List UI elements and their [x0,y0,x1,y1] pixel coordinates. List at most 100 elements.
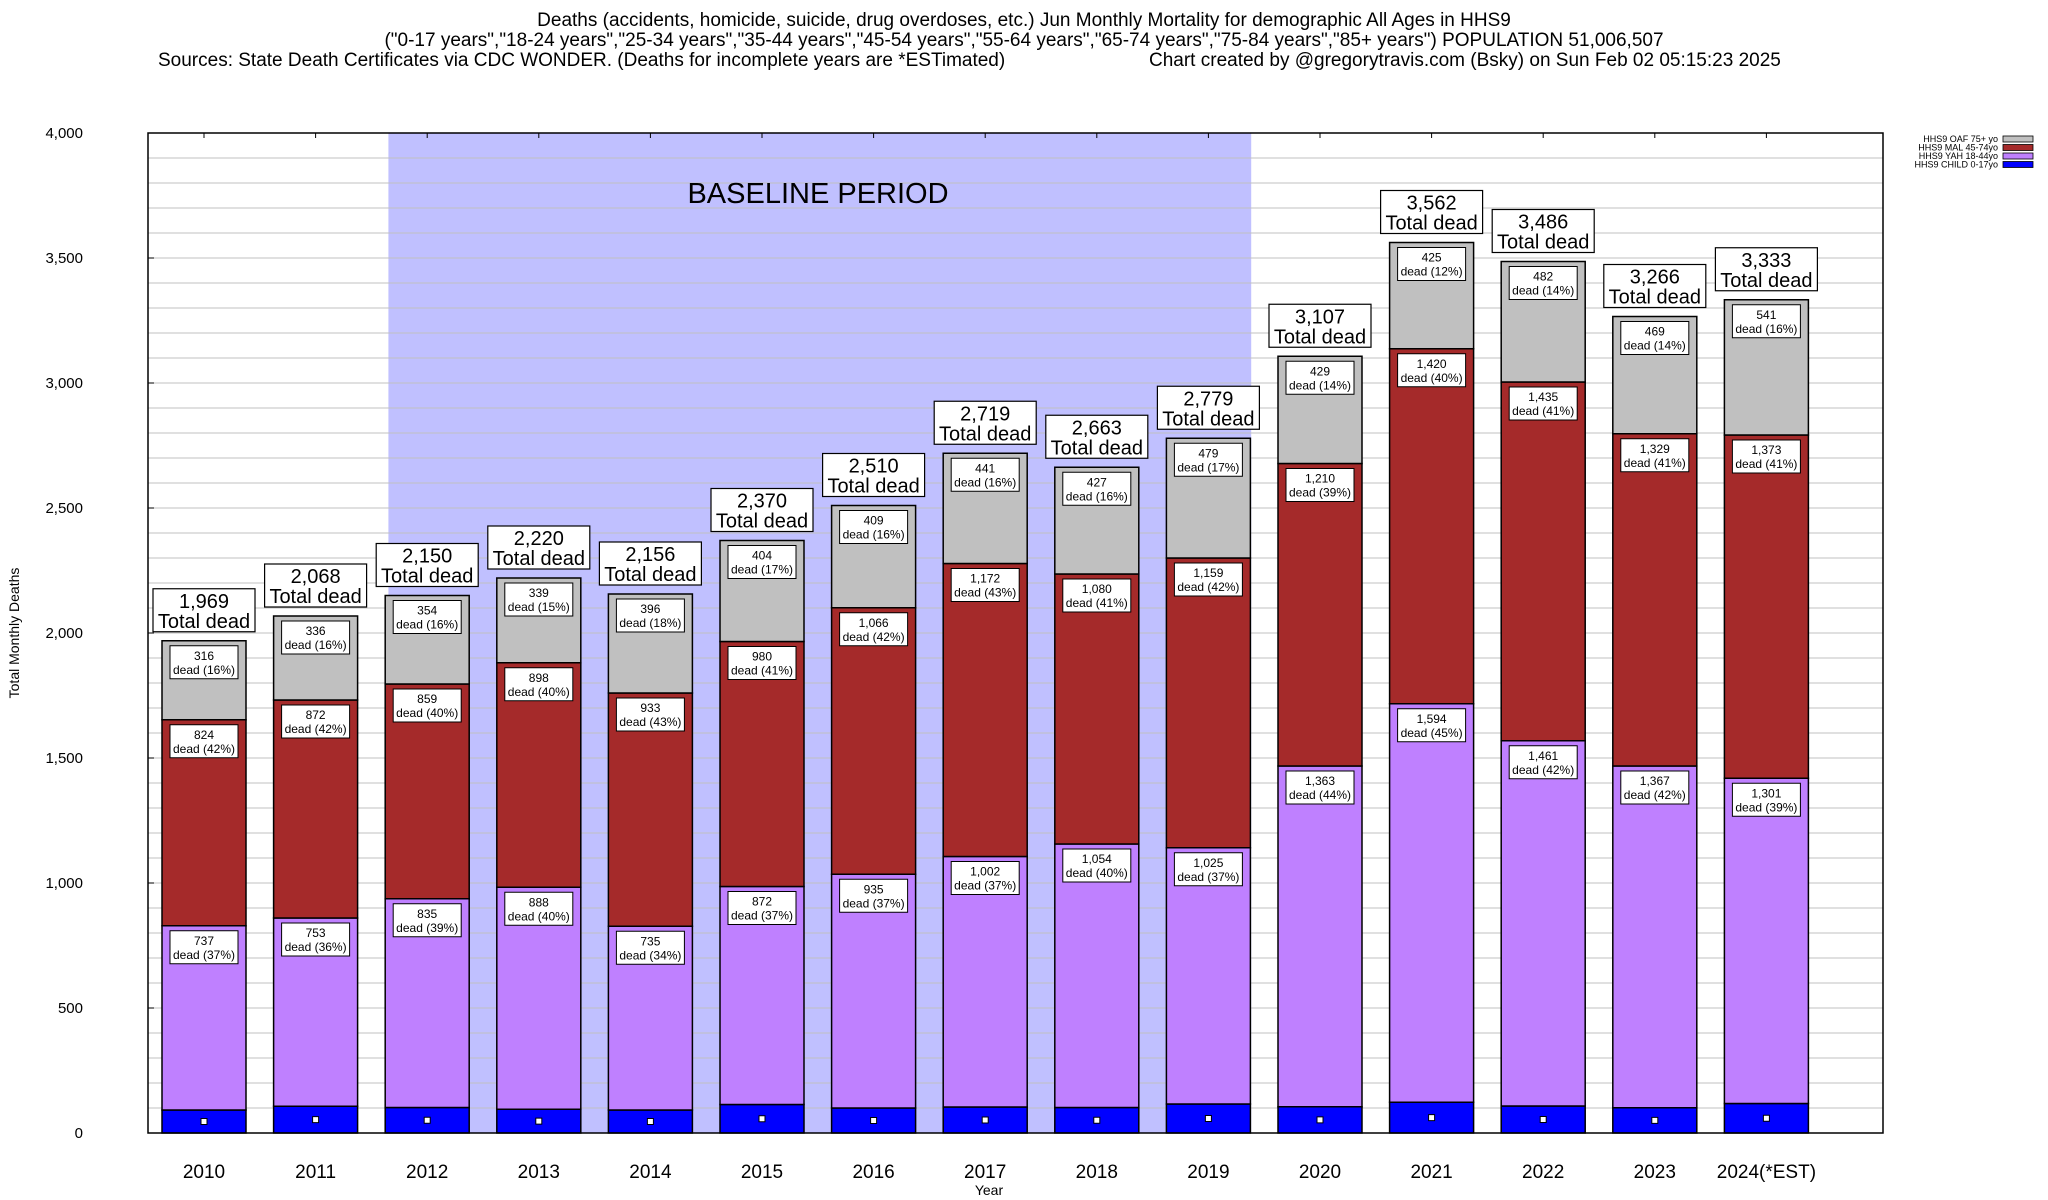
total-label-box [1379,189,1484,235]
segment-pct-label: dead (40%) [508,685,570,699]
segment-value-label: 1,054 [1082,852,1112,866]
segment-label-box [392,688,462,723]
segment-value-label: 1,002 [970,865,1000,879]
segment-value-label: 541 [1756,308,1776,322]
legend-label: HHS9 MAL 45-74yo [1918,143,1998,153]
segment-label-box [1397,247,1467,281]
segment-label-box [615,697,685,732]
segment-label-box [504,582,574,617]
segment-label-box [1397,708,1467,743]
child-marker [1428,1114,1436,1122]
baseline-period-annotation: BASELINE PERIOD [687,178,948,210]
legend-label: HHS9 CHILD 0-17yo [1914,160,1998,170]
segment-label-box [1285,360,1355,395]
total-label-box [933,400,1037,445]
segment-pct-label: dead (41%) [731,664,793,678]
total-value-label: 2,068 [291,566,341,588]
bar-segment [1612,433,1698,767]
segment-label-box [1397,353,1467,388]
segment-value-label: 980 [752,650,772,664]
segment-label-box [1508,745,1578,780]
x-tick-label: 2013 [518,1162,560,1183]
segment-pct-label: dead (42%) [843,630,905,644]
y-tick-label: 4,000 [45,125,83,142]
x-tick-label: 2021 [1410,1162,1452,1183]
bar-segment [1723,777,1810,1105]
segment-pct-label: dead (40%) [396,706,458,720]
segment-value-label: 396 [640,602,660,616]
child-marker [200,1118,208,1125]
total-dead-label: Total dead [827,476,919,498]
total-dead-label: Total dead [1274,326,1366,348]
segment-label-box [281,704,351,739]
total-dead-label: Total dead [158,611,250,633]
segment-pct-label: dead (37%) [173,948,235,962]
y-tick-label: 0 [75,1125,83,1142]
segment-label-box [392,903,462,938]
segment-pct-label: dead (43%) [619,715,681,729]
y-tick-label: 500 [58,1000,83,1017]
y-tick-label: 3,500 [45,250,83,267]
x-tick-label: 2014 [629,1162,672,1183]
segment-pct-label: dead (41%) [1512,404,1574,418]
x-tick-label: 2010 [183,1162,225,1183]
total-label-box [264,563,368,608]
x-tick-label: 2015 [741,1162,783,1183]
segment-label-box [1620,770,1690,805]
x-tick-label: 2019 [1187,1162,1229,1183]
segment-pct-label: dead (42%) [173,742,235,756]
segment-label-box [1062,578,1132,613]
segment-pct-label: dead (42%) [1512,763,1574,777]
segment-label-box [281,922,351,957]
child-marker [646,1118,654,1125]
total-dead-label: Total dead [1609,287,1701,309]
child-marker [423,1116,431,1124]
segment-pct-label: dead (39%) [396,921,458,935]
legend-swatch [2002,161,2034,168]
total-value-label: 2,719 [960,403,1010,425]
segment-pct-label: dead (17%) [731,563,793,577]
segment-label-box [1508,386,1578,421]
child-marker [312,1116,320,1124]
total-value-label: 2,156 [625,544,675,566]
segment-label-box [1173,442,1243,477]
bar-segment [1388,348,1475,705]
segment-label-box [1173,852,1243,887]
bar-segment [942,855,1028,1108]
segment-label-box [1620,438,1690,473]
bar-segment [830,607,917,875]
total-value-label: 2,370 [737,491,787,513]
segment-label-box [1731,439,1801,474]
segment-label-box [839,510,909,544]
child-marker [1204,1115,1212,1122]
total-dead-label: Total dead [604,564,696,586]
segment-label-box [839,612,909,647]
total-value-label: 3,486 [1518,212,1568,234]
bar-segment [1612,765,1698,1109]
x-tick-label: 2023 [1634,1162,1676,1183]
segment-value-label: 735 [640,934,660,948]
bar-segment [607,692,694,927]
total-value-label: 2,150 [402,546,452,568]
segment-value-label: 898 [529,671,549,685]
total-dead-label: Total dead [1497,232,1589,254]
y-tick-label: 3,000 [45,375,83,392]
bar-segment [942,562,1028,858]
segment-pct-label: dead (40%) [1066,866,1128,880]
segment-value-label: 1,420 [1417,357,1447,371]
chart-credit: Chart created by @gregorytravis.com (Bsk… [1149,50,1781,71]
segment-value-label: 316 [194,649,214,663]
x-tick-label: 2024(*EST) [1717,1162,1816,1183]
segment-value-label: 1,210 [1305,472,1335,486]
y-tick-label: 2,500 [45,500,83,517]
segment-pct-label: dead (14%) [1289,378,1351,392]
total-value-label: 2,779 [1183,388,1233,410]
total-value-label: 3,107 [1295,306,1345,328]
x-tick-label: 2012 [406,1162,448,1183]
total-dead-label: Total dead [1162,408,1254,430]
total-label-box [1491,208,1595,254]
segment-value-label: 441 [975,461,995,475]
segment-value-label: 935 [864,882,884,896]
segment-pct-label: dead (39%) [1735,800,1797,814]
total-dead-label: Total dead [1385,213,1477,235]
